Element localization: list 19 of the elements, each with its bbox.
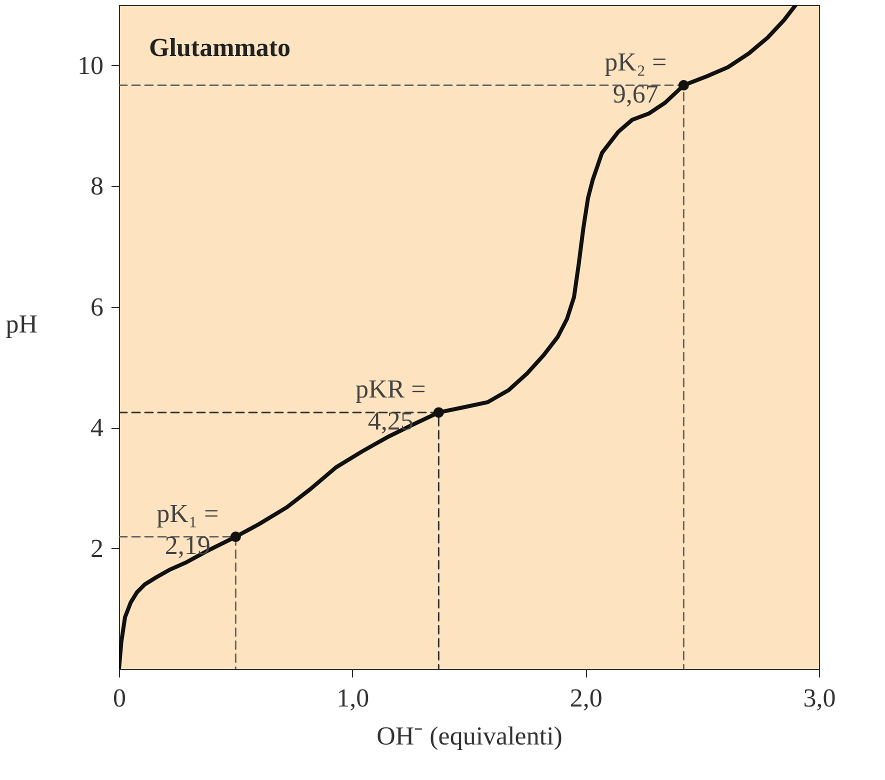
y-tick-label: 8 xyxy=(90,172,104,201)
y-tick-label: 6 xyxy=(90,292,104,322)
text: Glutammato xyxy=(149,33,291,62)
y-tick-label: 2 xyxy=(90,534,104,563)
x-tick-label: 2,0 xyxy=(570,684,602,712)
y-tick-label: 4 xyxy=(90,413,104,442)
point xyxy=(678,80,689,91)
y-tick-label: 10 xyxy=(78,50,104,80)
point xyxy=(433,407,444,418)
x-tick-label: 3,0 xyxy=(803,684,836,712)
annotation: pK₁ = 2,19 xyxy=(156,498,219,560)
x-axis-title: OH⁻ (equivalenti) xyxy=(376,722,562,750)
line-series xyxy=(119,5,798,669)
annotation: pKR = 4,25 xyxy=(356,374,426,436)
y-axis-title: pH xyxy=(6,310,38,338)
x-tick-label: 0 xyxy=(113,684,126,712)
x-tick-label: 1,0 xyxy=(336,684,370,712)
point xyxy=(230,532,241,542)
annotation: pK₂ = 9,67 xyxy=(604,47,667,108)
